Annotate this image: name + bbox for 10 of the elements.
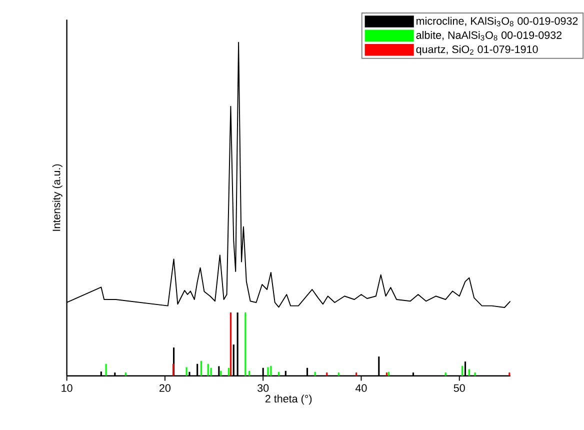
x-tick-label: 20 (160, 384, 170, 392)
x-tick-label: 10 (62, 384, 72, 392)
legend-label: microcline, KAlSi$_{3}$O$_{8}$ 00-019-0932 (416, 16, 578, 26)
legend-label: quartz, SiO$_{2}$ 01-079-1910 (416, 45, 538, 56)
legend-label: albite, NaAlSi$_{3}$O$_{8}$ 00-019-0932 (416, 31, 562, 41)
x-tick-label: 50 (454, 384, 465, 392)
y-axis-title: Intensity (a.u.) (52, 164, 62, 231)
x-tick-label: 30 (258, 384, 269, 392)
x-axis-title: 2 theta (°) (265, 394, 312, 405)
x-tick-label: 40 (355, 384, 367, 392)
